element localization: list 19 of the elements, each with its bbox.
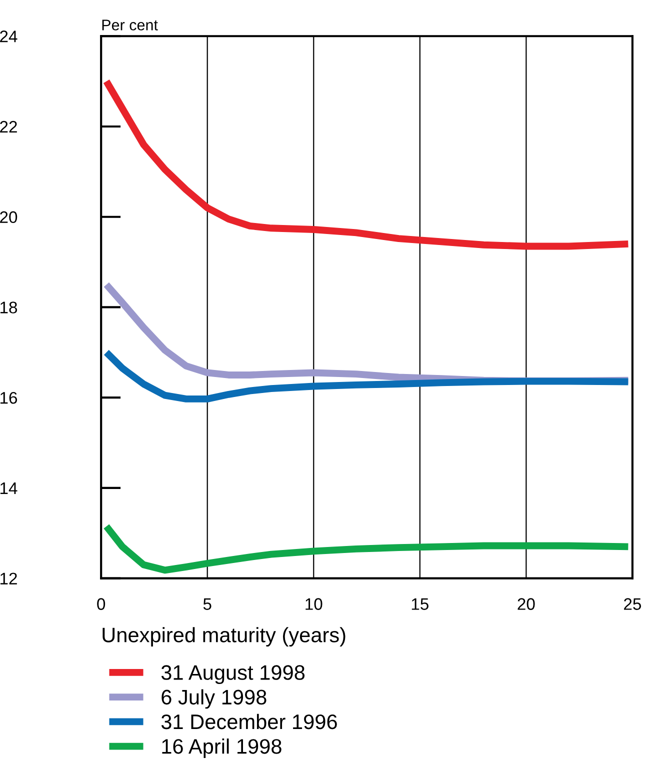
legend-label: 31 December 1996 (161, 714, 337, 730)
x-tick-label: 5 (203, 598, 212, 610)
x-tick-label: 0 (97, 598, 106, 610)
x-tick-label: 10 (306, 598, 322, 610)
legend-label: 6 July 1998 (162, 689, 266, 709)
legend-label: 16 April 1998 (162, 738, 282, 758)
x-axis-title: Unexpired maturity (years) (102, 627, 346, 646)
y-tick-label: 16 (0, 392, 18, 404)
x-tick-label: 25 (624, 598, 642, 610)
legend-label: 31 August 1998 (161, 665, 305, 684)
x-tick-label: 15 (412, 598, 428, 610)
y-axis-title: Per cent (102, 20, 158, 30)
x-tick-label: 20 (518, 598, 535, 610)
y-tick-label: 22 (0, 120, 17, 133)
y-tick-label: 18 (0, 302, 18, 314)
y-tick-label: 24 (0, 30, 18, 42)
y-tick-label: 12 (0, 572, 17, 584)
y-tick-label: 14 (0, 482, 18, 494)
y-tick-label: 20 (0, 211, 18, 224)
